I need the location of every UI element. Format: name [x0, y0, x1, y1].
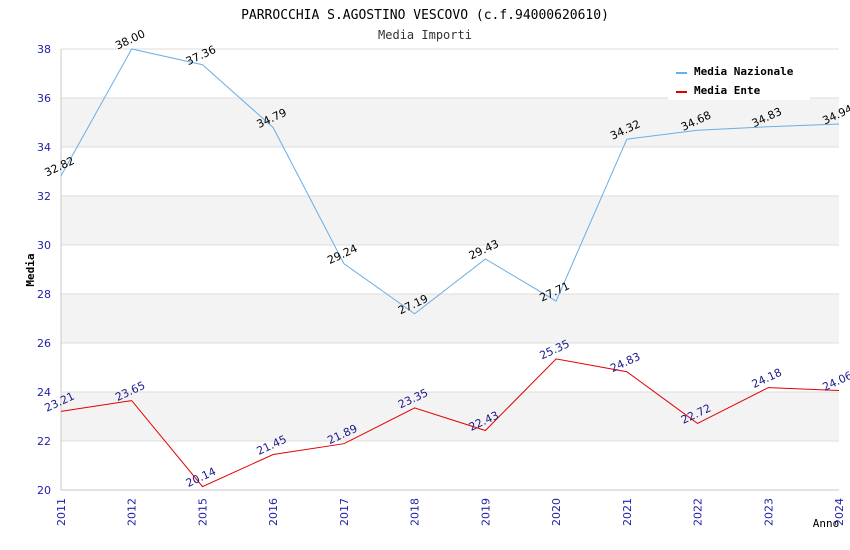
legend-entry: Media Nazionale [694, 65, 794, 78]
grid-band [61, 392, 839, 441]
x-tick-label: 2012 [126, 498, 139, 526]
y-tick-label: 20 [37, 484, 51, 497]
y-tick-label: 24 [37, 386, 51, 399]
grid-bands [61, 98, 839, 441]
x-tick-label: 2016 [267, 498, 280, 526]
x-axis-label: Anno [813, 517, 840, 530]
x-tick-labels: 2011 2012 2015 2016 2017 2018 2019 2020 2021 2022… [55, 498, 846, 526]
axes [60, 49, 839, 491]
x-tick-label: 2020 [550, 498, 563, 526]
legend-entry: Media Ente [694, 84, 761, 97]
data-label: 20.14 [184, 465, 218, 490]
y-axis-label: Media [24, 253, 37, 286]
data-label: 29.24 [325, 242, 359, 267]
y-tick-label: 28 [37, 288, 51, 301]
chart-subtitle: Media Importi [378, 28, 472, 42]
data-label: 24.18 [750, 366, 784, 391]
y-tick-label: 36 [37, 92, 51, 105]
y-tick-label: 30 [37, 239, 51, 252]
legend-box [668, 58, 810, 100]
y-tick-label: 32 [37, 190, 51, 203]
x-tick-label: 2021 [621, 498, 634, 526]
y-tick-label: 22 [37, 435, 51, 448]
chart-title: PARROCCHIA S.AGOSTINO VESCOVO (c.f.94000… [241, 8, 609, 23]
grid-band [61, 196, 839, 245]
legend: Media Nazionale Media Ente [668, 58, 810, 100]
y-tick-labels: 20 22 24 26 28 30 32 34 36 38 [37, 43, 51, 497]
data-label: 32.82 [42, 154, 76, 179]
y-tick-label: 34 [37, 141, 51, 154]
x-tick-label: 2024 [833, 498, 846, 526]
x-tick-label: 2023 [762, 498, 775, 526]
x-tick-label: 2018 [409, 498, 422, 526]
series-line [60, 358, 840, 488]
x-tick-label: 2019 [479, 498, 492, 526]
grid-band [61, 98, 839, 147]
y-tick-label: 26 [37, 337, 51, 350]
grid-lines [61, 48, 839, 491]
series-line [60, 48, 840, 315]
x-tick-label: 2011 [55, 498, 68, 526]
x-tick-label: 2017 [338, 498, 351, 526]
x-tick-label: 2015 [196, 498, 209, 526]
x-tick-label: 2022 [692, 498, 705, 526]
y-tick-label: 38 [37, 43, 51, 56]
grid-band [61, 294, 839, 343]
